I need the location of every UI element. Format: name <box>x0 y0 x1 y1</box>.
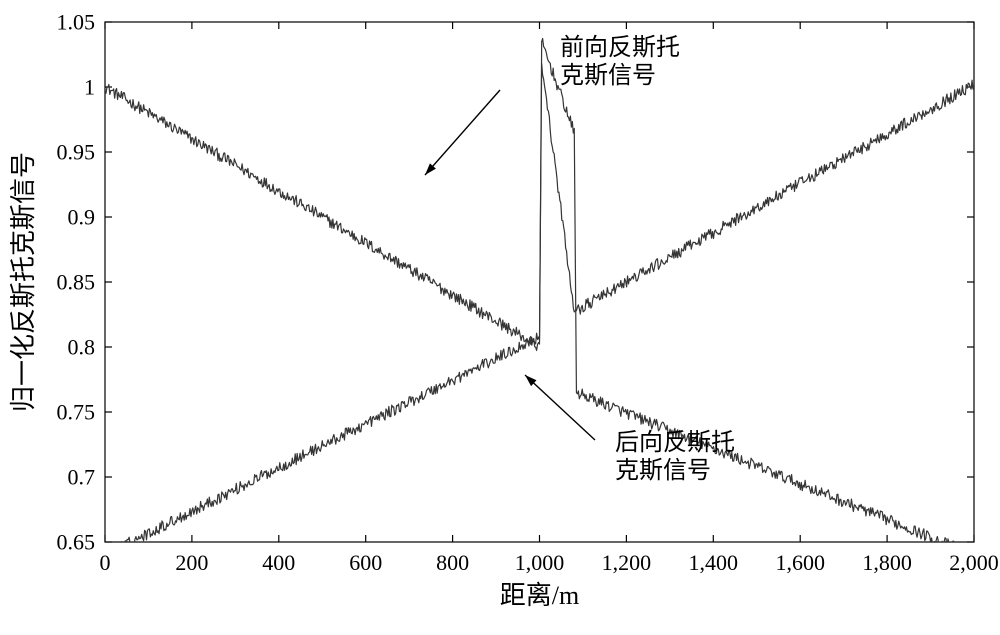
backward-annotation-label: 后向反斯托 <box>615 429 735 456</box>
xtick-label: 1,800 <box>862 550 912 575</box>
x-axis-label: 距离/m <box>500 581 579 610</box>
ytick-label: 0.7 <box>68 465 96 490</box>
xtick-label: 2,000 <box>949 550 999 575</box>
xtick-label: 1,600 <box>775 550 825 575</box>
xtick-label: 400 <box>262 550 295 575</box>
ytick-label: 1 <box>84 75 95 100</box>
ytick-label: 0.85 <box>57 270 96 295</box>
forward-annotation-arrow-line <box>425 90 500 175</box>
ytick-label: 0.8 <box>68 335 96 360</box>
xtick-label: 1,200 <box>602 550 652 575</box>
xtick-label: 200 <box>175 550 208 575</box>
plot-group <box>105 38 974 559</box>
ytick-label: 1.05 <box>57 10 96 35</box>
chart-container: 0 200 400 600 800 1,000 1,200 1,400 1,600 1,800 2,… <box>0 0 1000 635</box>
xtick-label: 800 <box>436 550 469 575</box>
chart-svg: 0 200 400 600 800 1,000 1,200 1,400 1,600 1,800 2,… <box>0 0 1000 635</box>
ytick-label: 0.65 <box>57 530 96 555</box>
xtick-label: 1,400 <box>689 550 739 575</box>
backward-annotation-arrow-line <box>525 375 595 440</box>
ytick-label: 0.9 <box>68 205 96 230</box>
backward-annotation-label: 克斯信号 <box>615 457 711 484</box>
xtick-label: 600 <box>349 550 382 575</box>
ytick-label: 0.95 <box>57 140 96 165</box>
xtick-label: 0 <box>100 550 111 575</box>
y-axis-label: 归一化反斯托克斯信号 <box>9 152 38 412</box>
ytick-label: 0.75 <box>57 400 96 425</box>
backward-anti-stokes-line <box>105 64 974 560</box>
xtick-label: 1,000 <box>515 550 565 575</box>
forward-annotation-label: 克斯信号 <box>560 62 656 89</box>
forward-annotation-label: 前向反斯托 <box>560 34 680 61</box>
